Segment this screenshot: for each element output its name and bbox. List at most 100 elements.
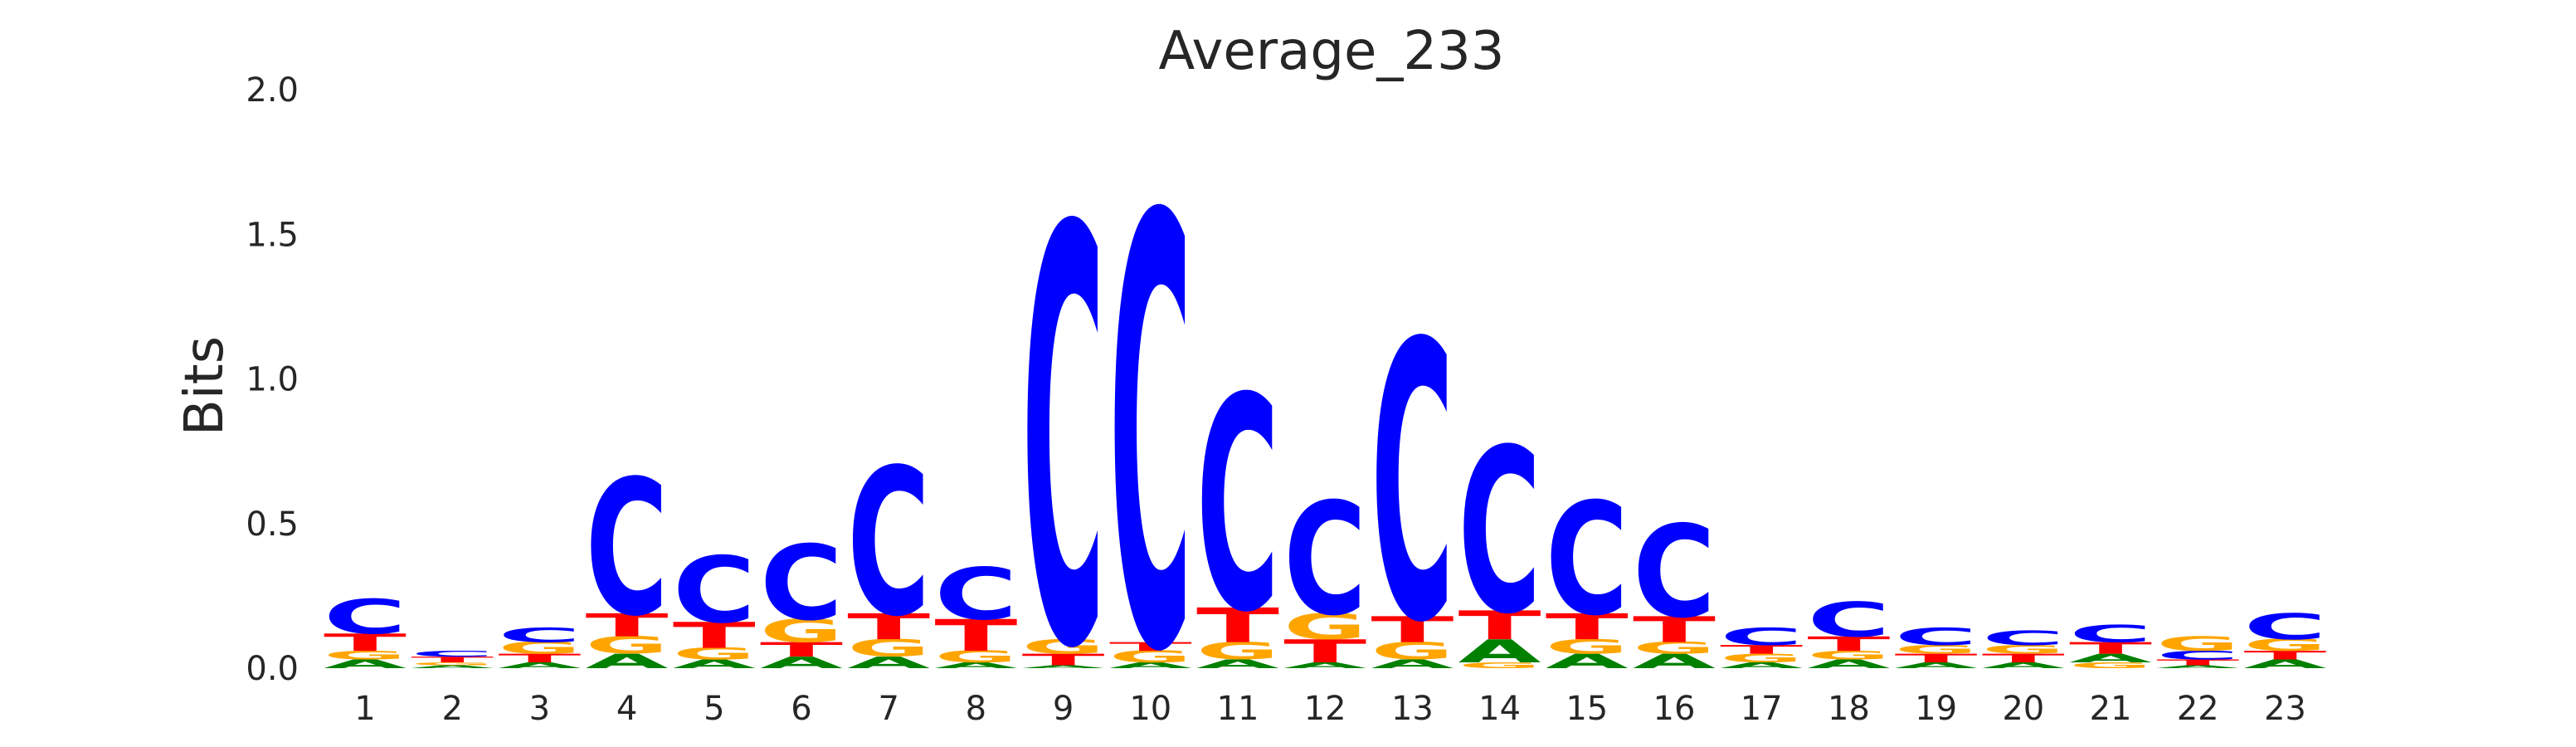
logo-letter-t: T (2069, 639, 2152, 657)
logo-letter-a: A (324, 657, 407, 671)
logo-letter-g: G (1633, 639, 1716, 657)
logo-letter-a: A (847, 653, 930, 671)
logo-letter-g: G (1546, 636, 1629, 659)
logo-letter-t: T (934, 610, 1017, 661)
logo-letter-a: A (1895, 661, 1978, 670)
logo-letter-c: C (1371, 263, 1454, 706)
logo-letter-c: C (1283, 471, 1366, 651)
logo-letter-a: A (1283, 661, 1366, 670)
logo-letter-a: A (1633, 650, 1716, 673)
logo-letter-g: G (760, 613, 843, 650)
logo-letter-g: G (324, 648, 407, 662)
logo-letter-c: C (760, 524, 843, 644)
logo-letter-t: T (2243, 648, 2326, 662)
logo-letter-a: A (1109, 661, 1192, 670)
x-tick-label: 21 (2090, 690, 2132, 728)
chart-title: Average_233 (1159, 21, 1505, 82)
x-tick-label: 14 (1478, 690, 1521, 728)
y-axis-ticks: 0.0 0.5 1.0 1.5 2.0 (246, 71, 299, 688)
logo-letter-g: G (1982, 643, 2065, 657)
x-tick-label: 13 (1391, 690, 1434, 728)
logo-letter-c: C (1982, 627, 2065, 650)
logo-letter-g: G (1720, 652, 1803, 666)
x-tick-label: 12 (1304, 690, 1346, 728)
logo-letter-t: T (1283, 633, 1366, 670)
logo-letter-t: T (1546, 607, 1629, 648)
y-tick-label: 1.0 (246, 361, 299, 399)
x-tick-label: 11 (1217, 690, 1259, 728)
x-tick-label: 10 (1129, 690, 1171, 728)
y-tick-label: 2.0 (246, 71, 299, 110)
logo-letter-t: T (847, 607, 930, 648)
logo-letter-c: C (1458, 400, 1541, 663)
logo-letter-t: T (1196, 598, 1279, 653)
logo-letter-c: C (586, 441, 669, 657)
logo-letter-a: A (760, 653, 843, 671)
logo-letter-t: T (760, 638, 843, 662)
logo-letter-a: A (1196, 657, 1279, 671)
logo-letter-a: A (1546, 650, 1629, 673)
x-tick-label: 23 (2264, 690, 2306, 728)
logo-letter-c: C (2156, 648, 2239, 662)
logo-letter-a: A (673, 657, 756, 671)
x-tick-label: 5 (704, 690, 724, 728)
logo-letter-a: A (1458, 633, 1541, 670)
logo-letter-a: A (2243, 657, 2326, 671)
logo-letter-a: A (2156, 665, 2239, 670)
x-tick-label: 1 (354, 690, 375, 728)
logo-letter-c: C (1895, 623, 1978, 651)
y-axis-label: Bits (174, 336, 236, 436)
logo-letter-c: C (1807, 592, 1890, 647)
logo-letter-t: T (1458, 603, 1541, 649)
logo-letter-g: G (2156, 632, 2239, 656)
x-axis-ticks: 1 2 3 4 5 6 7 8 9 10 11 12 13 14 15 16 17 18 19 20 21 22 23 (354, 690, 2306, 728)
logo-letter-t: T (411, 655, 494, 664)
y-tick-label: 0.0 (246, 650, 299, 688)
logo-letter-t: T (324, 629, 407, 657)
logo-letter-g: G (1371, 637, 1454, 665)
logo-letter-a: A (411, 665, 494, 670)
logo-letter-t: T (2156, 658, 2239, 667)
x-tick-label: 22 (2177, 690, 2219, 728)
logo-letter-c: C (2069, 620, 2152, 647)
logo-letter-c: C (411, 649, 494, 658)
logo-letter-g: G (1807, 648, 1890, 662)
logo-letter-g: G (1895, 643, 1978, 657)
x-tick-label: 3 (529, 690, 550, 728)
logo-letter-g: G (1196, 637, 1279, 665)
logo-letter-c: C (1546, 471, 1629, 651)
logo-letter-a: A (934, 661, 1017, 670)
logo-letter-c: C (324, 589, 407, 645)
logo-letter-c: C (1109, 95, 1192, 747)
logo-letter-c: C (1720, 623, 1803, 651)
logo-letter-g: G (1109, 647, 1192, 666)
logo-letter-t: T (586, 608, 669, 644)
x-tick-label: 4 (616, 690, 637, 728)
y-tick-label: 0.5 (246, 505, 299, 544)
logo-letter-a: A (586, 650, 669, 673)
x-tick-label: 19 (1915, 690, 1957, 728)
logo-letter-a: A (498, 661, 581, 670)
x-tick-label: 18 (1828, 690, 1870, 728)
x-tick-label: 9 (1053, 690, 1074, 728)
logo-letter-c: C (1196, 336, 1279, 678)
logo-letter-c: C (847, 426, 930, 662)
x-tick-label: 17 (1741, 690, 1783, 728)
logo-letter-c: C (1022, 110, 1105, 747)
x-tick-label: 7 (878, 690, 898, 728)
logo-letter-a: A (1022, 665, 1105, 670)
logo-letter-t: T (1895, 652, 1978, 666)
logo-letter-g: G (1283, 606, 1366, 647)
logo-letter-c: C (673, 538, 756, 644)
logo-letter-a: A (1982, 661, 2065, 670)
logo-letter-a: A (1807, 657, 1890, 671)
logo-letter-t: T (1982, 652, 2065, 666)
logo-letter-t: T (1807, 632, 1890, 656)
logo-letter-t: T (1720, 642, 1803, 657)
logo-letter-g: G (498, 639, 581, 657)
logo-letter-t: T (1633, 609, 1716, 651)
logo-letter-g: G (1022, 636, 1105, 659)
logo-letter-g: G (586, 632, 669, 659)
x-tick-label: 8 (966, 690, 986, 728)
